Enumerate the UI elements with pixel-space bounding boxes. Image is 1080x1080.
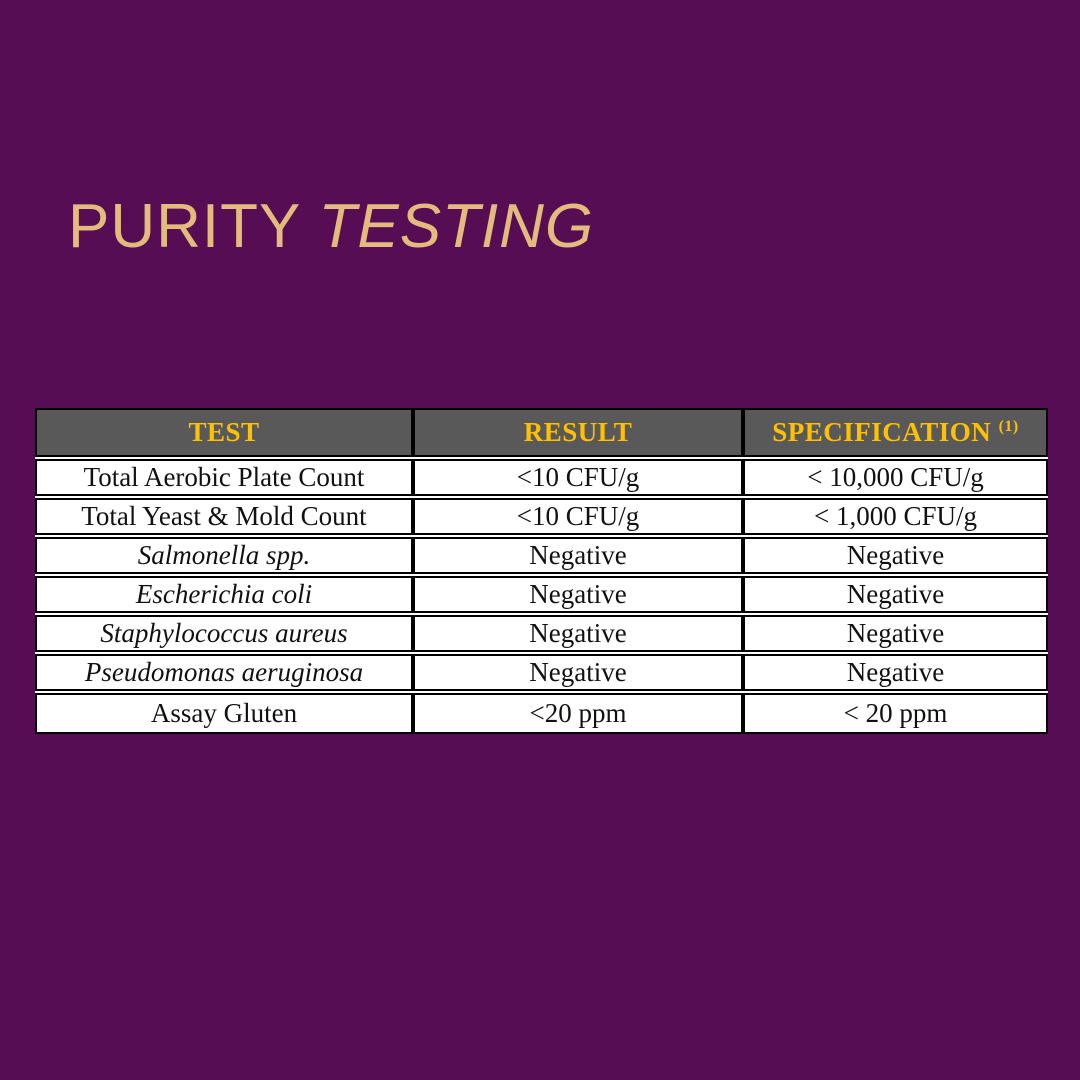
cell-specification: < 10,000 CFU/g: [743, 459, 1048, 497]
purity-testing-table: TEST RESULT SPECIFICATION (1) Total Aero…: [35, 408, 1048, 735]
table-row: Salmonella spp. Negative Negative: [35, 537, 1048, 575]
table-body: Total Aerobic Plate Count <10 CFU/g < 10,0…: [35, 459, 1048, 735]
column-header-specification-label: SPECIFICATION: [772, 417, 992, 447]
column-header-result: RESULT: [413, 408, 743, 457]
cell-test: Escherichia coli: [35, 576, 413, 614]
cell-result: <20 ppm: [413, 693, 743, 735]
table-header: TEST RESULT SPECIFICATION (1): [35, 408, 1048, 457]
page-title: PURITY TESTING: [68, 191, 595, 261]
cell-result: <10 CFU/g: [413, 459, 743, 497]
cell-test: Salmonella spp.: [35, 537, 413, 575]
cell-test: Assay Gluten: [35, 693, 413, 735]
page-title-italic: TESTING: [318, 191, 595, 261]
table-row: Escherichia coli Negative Negative: [35, 576, 1048, 614]
cell-result: Negative: [413, 615, 743, 653]
cell-specification: < 20 ppm: [743, 693, 1048, 735]
table-row: Staphylococcus aureus Negative Negative: [35, 615, 1048, 653]
table-row: Total Aerobic Plate Count <10 CFU/g < 10,0…: [35, 459, 1048, 497]
cell-result: Negative: [413, 576, 743, 614]
cell-test: Total Aerobic Plate Count: [35, 459, 413, 497]
cell-specification: < 1,000 CFU/g: [743, 498, 1048, 536]
cell-specification: Negative: [743, 576, 1048, 614]
cell-result: Negative: [413, 537, 743, 575]
column-header-test: TEST: [35, 408, 413, 457]
specification-footnote-marker: (1): [998, 418, 1019, 435]
column-header-result-label: RESULT: [523, 417, 633, 447]
cell-test: Pseudomonas aeruginosa: [35, 654, 413, 692]
cell-specification: Negative: [743, 537, 1048, 575]
column-header-test-label: TEST: [188, 417, 260, 447]
table-header-row: TEST RESULT SPECIFICATION (1): [35, 408, 1048, 457]
cell-test: Staphylococcus aureus: [35, 615, 413, 653]
purity-testing-table-container: TEST RESULT SPECIFICATION (1) Total Aero…: [35, 408, 1048, 735]
table-row: Total Yeast & Mold Count <10 CFU/g < 1,000…: [35, 498, 1048, 536]
cell-specification: Negative: [743, 654, 1048, 692]
table-row: Pseudomonas aeruginosa Negative Negative: [35, 654, 1048, 692]
cell-result: <10 CFU/g: [413, 498, 743, 536]
cell-result: Negative: [413, 654, 743, 692]
cell-test: Total Yeast & Mold Count: [35, 498, 413, 536]
cell-specification: Negative: [743, 615, 1048, 653]
column-header-specification: SPECIFICATION (1): [743, 408, 1048, 457]
table-row: Assay Gluten <20 ppm < 20 ppm: [35, 693, 1048, 735]
page-title-regular: PURITY: [68, 191, 319, 261]
